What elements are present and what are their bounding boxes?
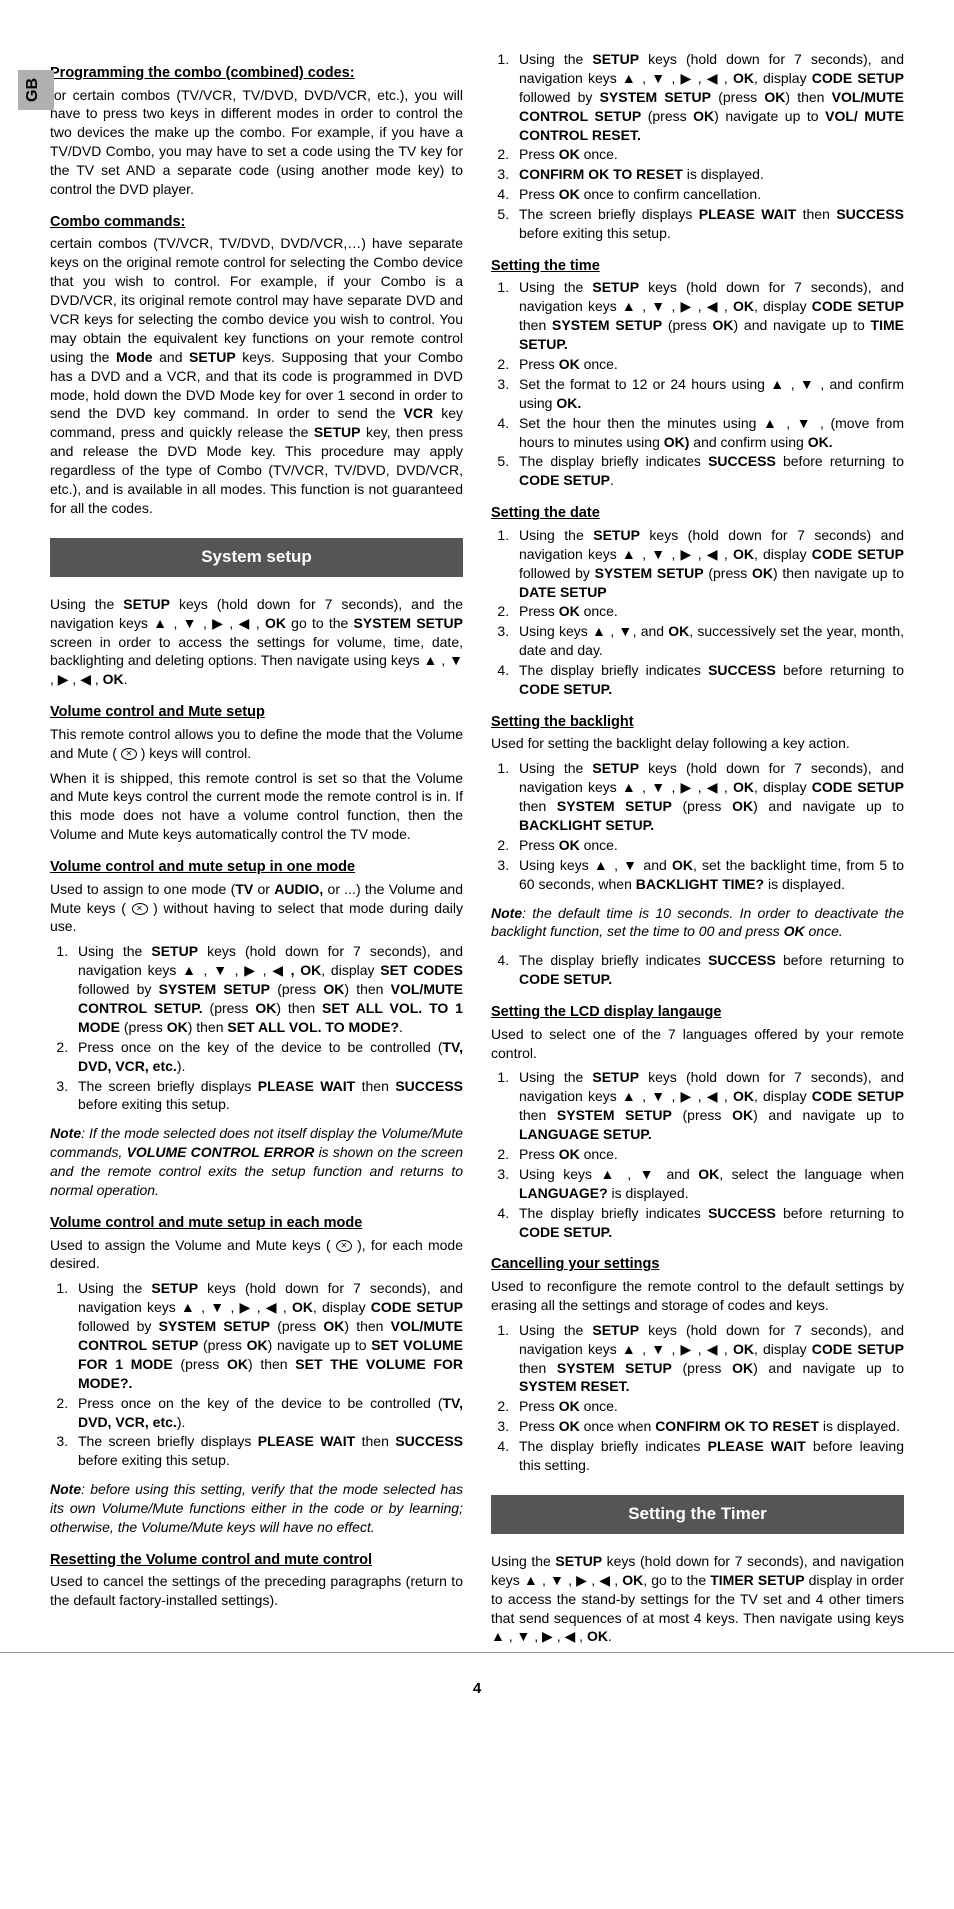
list-cancel: Using the SETUP keys (hold down for 7 se… — [491, 1321, 904, 1475]
list-item: Using the SETUP keys (hold down for 7 se… — [72, 942, 463, 1036]
heading-combo-commands: Combo commands: — [50, 213, 463, 233]
list-item: Using the SETUP keys (hold down for 7 se… — [72, 1279, 463, 1392]
list-item: Press OK once. — [513, 355, 904, 374]
heading-date: Setting the date — [491, 504, 904, 524]
para-vol-mute-2: When it is shipped, this remote control … — [50, 769, 463, 845]
list-vol-one-mode: Using the SETUP keys (hold down for 7 se… — [50, 942, 463, 1114]
list-item: Using keys ▲ , ▼, and OK, successively s… — [513, 622, 904, 660]
para-reset-vol: Used to cancel the settings of the prece… — [50, 1572, 463, 1610]
list-item: Press once on the key of the device to b… — [72, 1394, 463, 1432]
list-item: Press OK once to confirm cancellation. — [513, 185, 904, 204]
list-item: Using keys ▲ , ▼ and OK, select the lang… — [513, 1165, 904, 1203]
list-item: CONFIRM OK TO RESET is displayed. — [513, 165, 904, 184]
para-timer: Using the SETUP keys (hold down for 7 se… — [491, 1552, 904, 1646]
list-item: Using the SETUP keys (hold down for 7 se… — [513, 1321, 904, 1397]
mute-icon: ✕ — [132, 903, 148, 915]
heading-reset-vol: Resetting the Volume control and mute co… — [50, 1551, 463, 1571]
list-item: The screen briefly displays PLEASE WAIT … — [513, 205, 904, 243]
heading-vol-one-mode: Volume control and mute setup in one mod… — [50, 858, 463, 878]
list-item: Press OK once. — [513, 602, 904, 621]
list-item: The display briefly indicates SUCCESS be… — [513, 1204, 904, 1242]
list-vol-each-mode: Using the SETUP keys (hold down for 7 se… — [50, 1279, 463, 1470]
list-item: The display briefly indicates SUCCESS be… — [513, 452, 904, 490]
list-item: The display briefly indicates SUCCESS be… — [513, 661, 904, 699]
page-number: 4 — [50, 1679, 904, 1699]
list-item: Press OK once when CONFIRM OK TO RESET i… — [513, 1417, 904, 1436]
list-item: Using the SETUP keys (hold down for 7 se… — [513, 278, 904, 354]
language-tab: GB — [18, 70, 54, 110]
heading-lcd-lang: Setting the LCD display langauge — [491, 1003, 904, 1023]
list-item: Using keys ▲ , ▼ and OK, set the backlig… — [513, 856, 904, 894]
list-item: The screen briefly displays PLEASE WAIT … — [72, 1432, 463, 1470]
para-vol-mute-1: This remote control allows you to define… — [50, 725, 463, 763]
list-item: Using the SETUP keys (hold down for 7 se… — [513, 526, 904, 602]
section-system-setup: System setup — [50, 538, 463, 577]
columns: Programming the combo (combined) codes: … — [50, 50, 904, 1652]
list-item: The display briefly indicates PLEASE WAI… — [513, 1437, 904, 1475]
list-item: Press OK once. — [513, 1145, 904, 1164]
heading-vol-each-mode: Volume control and mute setup in each mo… — [50, 1214, 463, 1234]
note-backlight: Note: the default time is 10 seconds. In… — [491, 904, 904, 942]
list-date: Using the SETUP keys (hold down for 7 se… — [491, 526, 904, 699]
heading-vol-mute: Volume control and Mute setup — [50, 703, 463, 723]
list-item: Press OK once. — [513, 836, 904, 855]
page: GB Programming the combo (combined) code… — [0, 0, 954, 1730]
column-left: Programming the combo (combined) codes: … — [50, 50, 463, 1652]
note-vol-error: Note: If the mode selected does not itse… — [50, 1124, 463, 1200]
list-backlight-2: The display briefly indicates SUCCESS be… — [491, 951, 904, 989]
list-item: Press once on the key of the device to b… — [72, 1038, 463, 1076]
list-reset-vol: Using the SETUP keys (hold down for 7 se… — [491, 50, 904, 243]
section-timer: Setting the Timer — [491, 1495, 904, 1534]
footer-rule — [0, 1652, 954, 1653]
list-time: Using the SETUP keys (hold down for 7 se… — [491, 278, 904, 490]
para-backlight: Used for setting the backlight delay fol… — [491, 734, 904, 753]
list-item: Press OK once. — [513, 1397, 904, 1416]
list-lcd-lang: Using the SETUP keys (hold down for 7 se… — [491, 1068, 904, 1241]
para-vol-each-mode: Used to assign the Volume and Mute keys … — [50, 1236, 463, 1274]
note-vol-each: Note: before using this setting, verify … — [50, 1480, 463, 1537]
mute-icon: ✕ — [336, 1240, 352, 1252]
list-item: The screen briefly displays PLEASE WAIT … — [72, 1077, 463, 1115]
list-backlight: Using the SETUP keys (hold down for 7 se… — [491, 759, 904, 893]
list-item: Using the SETUP keys (hold down for 7 se… — [513, 1068, 904, 1144]
heading-combo-codes: Programming the combo (combined) codes: — [50, 64, 463, 84]
para-vol-one-mode: Used to assign to one mode (TV or AUDIO,… — [50, 880, 463, 937]
para-system-setup-intro: Using the SETUP keys (hold down for 7 se… — [50, 595, 463, 689]
list-item: Press OK once. — [513, 145, 904, 164]
heading-cancel: Cancelling your settings — [491, 1255, 904, 1275]
para-lcd-lang: Used to select one of the 7 languages of… — [491, 1025, 904, 1063]
list-item: Using the SETUP keys (hold down for 7 se… — [513, 759, 904, 835]
heading-time: Setting the time — [491, 257, 904, 277]
column-right: Using the SETUP keys (hold down for 7 se… — [491, 50, 904, 1652]
para-cancel: Used to reconfigure the remote control t… — [491, 1277, 904, 1315]
list-item: Using the SETUP keys (hold down for 7 se… — [513, 50, 904, 144]
para-combo-commands: certain combos (TV/VCR, TV/DVD, DVD/VCR,… — [50, 234, 463, 517]
para-combo-codes: for certain combos (TV/VCR, TV/DVD, DVD/… — [50, 86, 463, 199]
heading-backlight: Setting the backlight — [491, 713, 904, 733]
list-item: The display briefly indicates SUCCESS be… — [513, 951, 904, 989]
list-item: Set the format to 12 or 24 hours using ▲… — [513, 375, 904, 413]
list-item: Set the hour then the minutes using ▲ , … — [513, 414, 904, 452]
mute-icon: ✕ — [121, 748, 137, 760]
